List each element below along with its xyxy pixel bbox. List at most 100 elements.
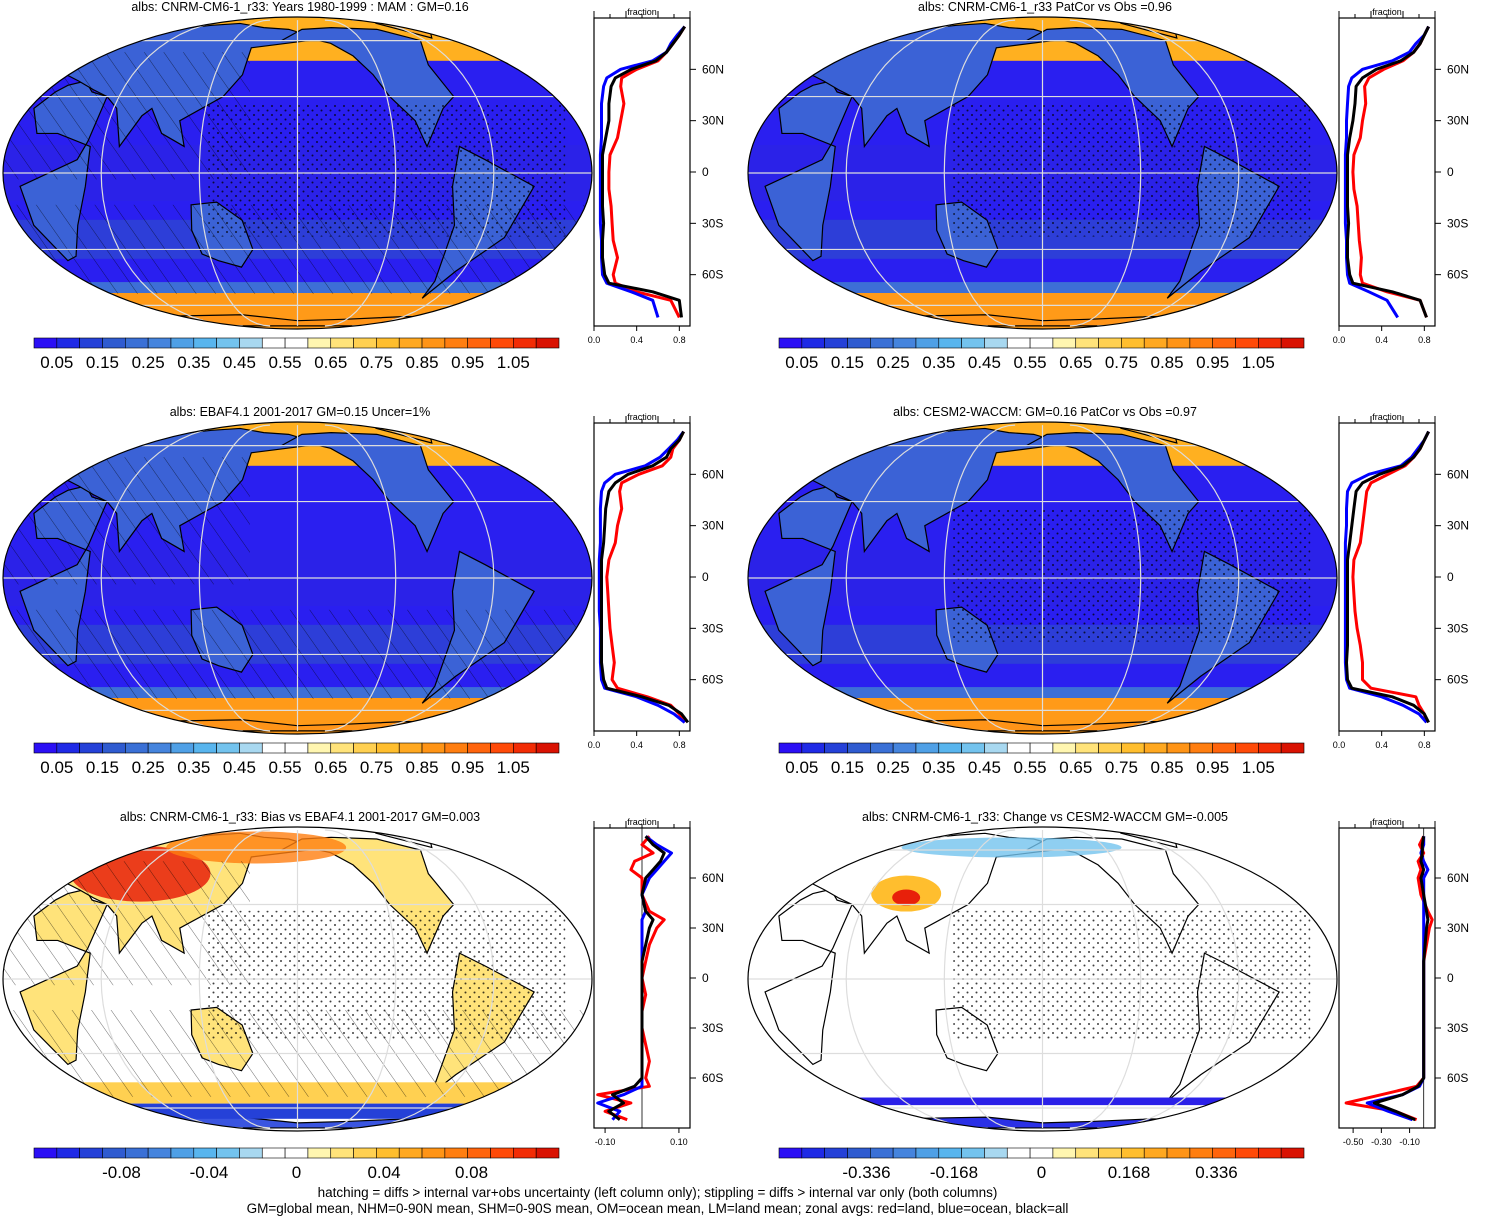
colorbar-swatch	[915, 1147, 940, 1159]
colorbar-swatch	[847, 337, 871, 349]
map-outline	[2, 16, 593, 330]
profile-xlabel: fraction	[627, 817, 657, 827]
colorbar-swatch	[1189, 1147, 1213, 1159]
colorbar-label: 0.55	[1014, 758, 1047, 777]
colorbar-swatch	[1258, 337, 1282, 349]
world-map	[2, 826, 593, 1132]
lat-tick-label: 60N	[1447, 871, 1469, 885]
map-outline	[2, 421, 593, 735]
x-tick-label: 0.4	[630, 740, 643, 750]
colorbar-swatch	[79, 1147, 103, 1159]
lat-tick-label: 30S	[702, 216, 723, 230]
colorbar-swatch	[1166, 1147, 1191, 1159]
colorbar-swatch	[421, 1147, 446, 1159]
colorbar-label: 0.35	[922, 353, 955, 372]
x-tick-label: 0.8	[673, 335, 686, 345]
colorbar-swatch	[961, 337, 985, 349]
x-tick-label: 0.4	[630, 335, 643, 345]
lat-tick-label: 0	[702, 165, 709, 179]
map-title: albs: EBAF4.1 2001-2017 GM=0.15 Uncer=1%	[169, 405, 431, 419]
colorbar-swatch	[193, 1147, 217, 1159]
colorbar-label: 0.75	[1105, 758, 1138, 777]
colorbar-swatch	[261, 1147, 286, 1159]
colorbar-swatch	[1052, 337, 1077, 349]
colorbar-swatch	[1189, 337, 1213, 349]
colorbar-swatch	[102, 742, 126, 754]
colorbar-label: 0.65	[314, 353, 347, 372]
colorbar-label: 0.35	[177, 353, 210, 372]
footer-line-1: hatching = diffs > internal var+obs unce…	[317, 1185, 998, 1200]
footer-line-2: GM=global mean, NHM=0-90N mean, SHM=0-90…	[246, 1201, 1069, 1216]
colorbar-swatch	[170, 337, 195, 349]
colorbar-swatch	[824, 1147, 848, 1159]
zonal-profile: fraction 60N 30N 0 30S 60S -0.50 -0.30 -0.10	[1338, 817, 1469, 1147]
map-outline	[747, 826, 1338, 1132]
colorbar-swatch	[892, 742, 917, 754]
panel-bias: albs: CNRM-CM6-1_r33: Bias vs EBAF4.1 20…	[0, 810, 745, 1182]
colorbar-swatch	[33, 742, 58, 754]
colorbar-label: 0.45	[223, 353, 256, 372]
colorbar-label: 0.85	[1150, 353, 1183, 372]
colorbar-swatch	[535, 337, 560, 349]
x-tick-label: -0.10	[595, 1137, 616, 1147]
colorbar-swatch	[239, 742, 263, 754]
colorbar-label: 0.15	[86, 353, 119, 372]
colorbar-label: -0.336	[842, 1163, 890, 1182]
colorbar-label: 0.65	[1059, 758, 1092, 777]
footer-notes: hatching = diffs > internal var+obs unce…	[0, 1185, 1315, 1217]
colorbar-swatch	[870, 1147, 894, 1159]
lat-tick-label: 60S	[1447, 268, 1468, 282]
colorbar-swatch	[801, 337, 825, 349]
lat-tick-label: 60S	[1447, 1071, 1468, 1085]
colorbar-swatch	[125, 1147, 149, 1159]
colorbar-label: 0.05	[40, 758, 73, 777]
colorbar-swatch	[1052, 1147, 1077, 1159]
lat-tick-label: 0	[702, 570, 709, 584]
lat-tick-label: 60N	[702, 467, 724, 481]
colorbar-label: 0.95	[1196, 758, 1229, 777]
colorbar: -0.336 -0.168 0 0.168 0.336	[778, 1147, 1305, 1182]
colorbar-swatch	[490, 742, 514, 754]
colorbar-swatch	[1121, 742, 1145, 754]
panel-reference-model: albs: CESM2-WACCM: GM=0.16 PatCor vs Obs…	[745, 405, 1485, 810]
lat-tick-label: 30N	[1447, 114, 1469, 128]
x-tick-label: 0.0	[588, 740, 601, 750]
world-map	[2, 421, 593, 735]
colorbar-swatch	[490, 1147, 514, 1159]
world-map	[747, 421, 1338, 735]
colorbar-swatch	[1075, 337, 1099, 349]
colorbar-label: 0.55	[1014, 353, 1047, 372]
lat-tick-label: 0	[1447, 165, 1454, 179]
colorbar-swatch	[147, 1147, 172, 1159]
colorbar-swatch	[1258, 1147, 1282, 1159]
colorbar: 0.05 0.15 0.25 0.35 0.45 0.55 0.65 0.75 0.85 0.95…	[33, 742, 560, 777]
x-tick-label: 0.4	[1375, 740, 1388, 750]
colorbar-label: 1.05	[497, 353, 530, 372]
colorbar-label: 0.45	[968, 758, 1001, 777]
stippling-region	[953, 508, 1311, 642]
colorbar-label: 0.25	[132, 758, 165, 777]
colorbar-label: 0.15	[86, 758, 119, 777]
colorbar-swatch	[513, 337, 537, 349]
colorbar-label: 0.55	[269, 758, 302, 777]
colorbar-label: 1.05	[1242, 353, 1275, 372]
colorbar-swatch	[1280, 337, 1305, 349]
colorbar-label: 0.95	[451, 353, 484, 372]
panel-obs-climatology: albs: EBAF4.1 2001-2017 GM=0.15 Uncer=1%…	[0, 405, 745, 810]
zonal-profile: fraction 60N 30N 0 30S 60S 0.0 0.4 0.8	[588, 412, 724, 750]
series-line-all	[600, 430, 690, 724]
stippling-region	[208, 103, 566, 237]
map-title: albs: CNRM-CM6-1_r33: Bias vs EBAF4.1 20…	[119, 810, 481, 824]
colorbar-swatch	[513, 1147, 537, 1159]
colorbar-swatch	[1098, 337, 1122, 349]
colorbar-swatch	[33, 337, 58, 349]
colorbar-swatch	[216, 1147, 240, 1159]
colorbar-swatch	[1280, 1147, 1305, 1159]
colorbar-label: -0.08	[102, 1163, 141, 1182]
colorbar-swatch	[33, 1147, 58, 1159]
series-line-all	[601, 25, 686, 318]
series-line-ocean	[1343, 25, 1430, 319]
lat-tick-label: 30S	[702, 621, 723, 635]
profile-xlabel: fraction	[1372, 412, 1402, 422]
series-line-all	[1345, 430, 1430, 724]
